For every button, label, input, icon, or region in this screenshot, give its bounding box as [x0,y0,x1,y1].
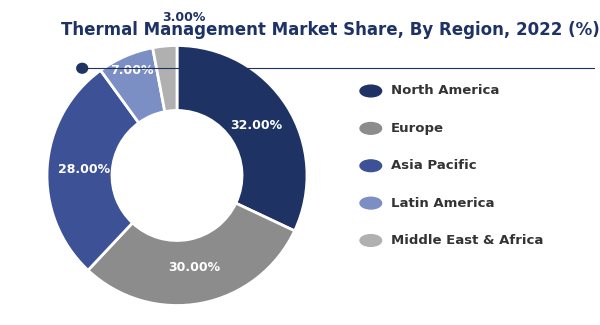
Text: Thermal Management Market Share, By Region, 2022 (%): Thermal Management Market Share, By Regi… [61,21,599,39]
Text: 30.00%: 30.00% [169,261,221,274]
Wedge shape [101,48,165,123]
Text: 3.00%: 3.00% [162,11,205,24]
Text: RESEARCH: RESEARCH [16,43,65,52]
Text: Asia Pacific: Asia Pacific [391,159,476,172]
Text: 32.00%: 32.00% [230,119,282,132]
Wedge shape [177,46,307,231]
Wedge shape [88,203,295,306]
Text: PRECEDENCE: PRECEDENCE [10,26,71,35]
Text: 28.00%: 28.00% [58,163,110,176]
Text: Latin America: Latin America [391,197,494,210]
Text: North America: North America [391,84,499,98]
Text: Europe: Europe [391,122,443,135]
Circle shape [77,63,88,73]
Text: 7.00%: 7.00% [110,64,154,77]
Text: Middle East & Africa: Middle East & Africa [391,234,543,247]
Wedge shape [152,46,177,112]
Wedge shape [47,70,139,270]
